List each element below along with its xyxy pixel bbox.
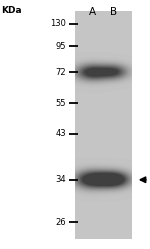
Text: KDa: KDa (2, 6, 22, 15)
Text: 95: 95 (56, 42, 66, 51)
Text: A: A (89, 7, 96, 17)
Text: 34: 34 (55, 175, 66, 184)
Text: 130: 130 (50, 19, 66, 28)
Text: 43: 43 (55, 129, 66, 138)
Text: 72: 72 (55, 68, 66, 77)
Bar (75, 11, 132, 239)
Text: 55: 55 (56, 99, 66, 108)
Text: 26: 26 (55, 218, 66, 227)
Text: B: B (110, 7, 118, 17)
